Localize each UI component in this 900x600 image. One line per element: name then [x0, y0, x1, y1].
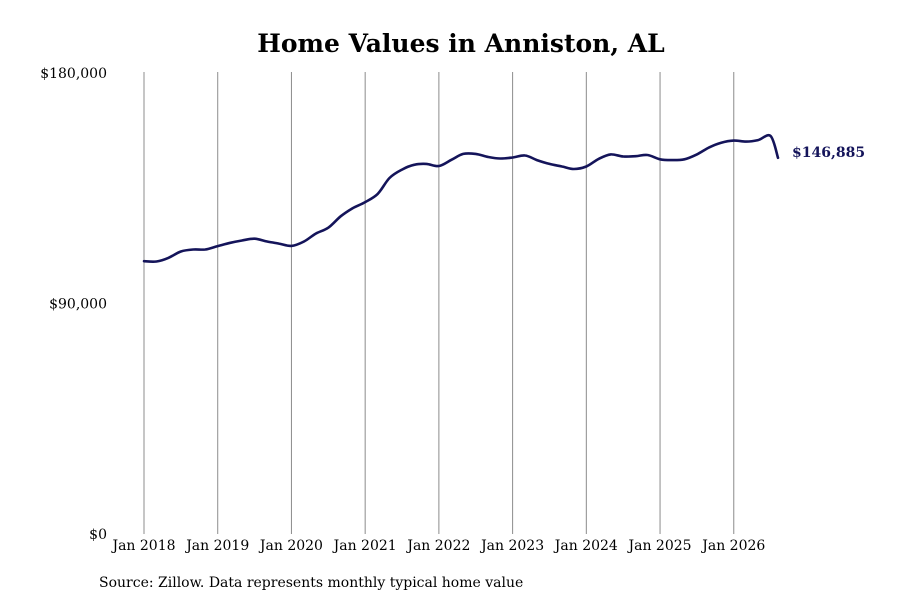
home-value-line	[142, 133, 780, 264]
x-tick-label: Jan 2023	[479, 538, 544, 554]
chart-title: Home Values in Anniston, AL	[257, 29, 665, 58]
y-tick-label: $180,000	[40, 66, 107, 82]
x-tick-label: Jan 2022	[405, 538, 470, 554]
y-axis-ticks: $0 $90,000 $180,000	[40, 66, 107, 543]
x-tick-label: Jan 2024	[553, 538, 618, 554]
grid-lines	[143, 72, 735, 534]
x-tick-label: Jan 2026	[700, 538, 765, 554]
end-value-label: $146,885	[792, 145, 865, 161]
x-tick-label: Jan 2021	[332, 538, 397, 554]
source-note: Source: Zillow. Data represents monthly …	[99, 575, 523, 591]
x-tick-label: Jan 2020	[258, 538, 323, 554]
y-tick-label: $0	[89, 527, 107, 543]
x-tick-label: Jan 2019	[184, 538, 249, 554]
y-tick-label: $90,000	[49, 297, 107, 313]
x-tick-label: Jan 2025	[627, 538, 692, 554]
x-tick-label: Jan 2018	[110, 538, 175, 554]
x-axis-ticks: Jan 2018 Jan 2019 Jan 2020 Jan 2021 Jan 2022…	[110, 538, 765, 554]
